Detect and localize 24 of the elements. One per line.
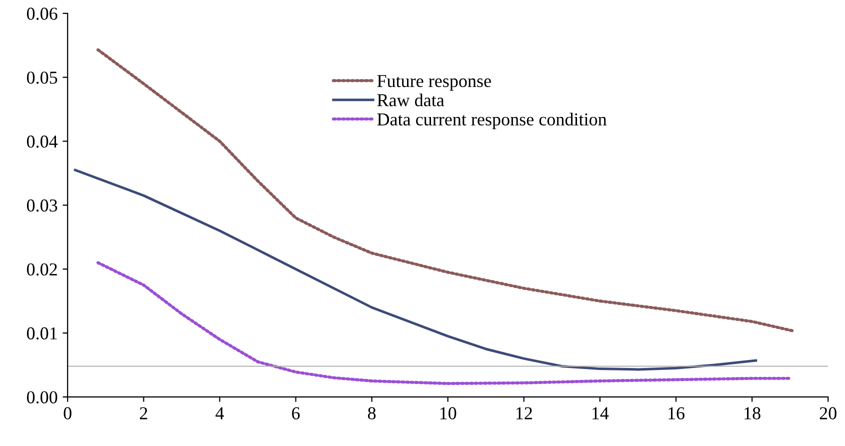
y-tick-label: 0.03	[26, 199, 58, 212]
line-series	[96, 48, 796, 333]
y-tick-label: 0.05	[26, 72, 58, 84]
y-tick-label: 0.00	[26, 391, 58, 404]
y-tick-label: 0.06	[26, 8, 58, 20]
x-tick-label: 6	[292, 407, 300, 420]
x-tick-label: 10	[440, 407, 456, 420]
x-tick-label: 0	[64, 407, 72, 420]
x-tick-label: 16	[668, 407, 684, 420]
x-tick-label: 14	[592, 407, 609, 420]
legend-label: Raw data	[377, 94, 444, 106]
y-tick-label: 0.01	[26, 327, 57, 340]
y-tick-label: 0.04	[26, 135, 58, 148]
x-tick-label: 2	[140, 407, 148, 420]
x-tick-label: 4	[216, 407, 224, 420]
x-tick-label: 18	[744, 407, 760, 420]
legend-label: Data current response condition	[377, 112, 607, 130]
x-tick-label: 8	[368, 407, 376, 420]
x-tick-label: 12	[516, 407, 532, 420]
line-series	[74, 168, 758, 371]
legend-label: Future response	[377, 75, 491, 91]
line-series	[96, 261, 792, 386]
x-tick-label: 20	[820, 407, 836, 420]
y-tick-label: 0.02	[26, 263, 57, 276]
